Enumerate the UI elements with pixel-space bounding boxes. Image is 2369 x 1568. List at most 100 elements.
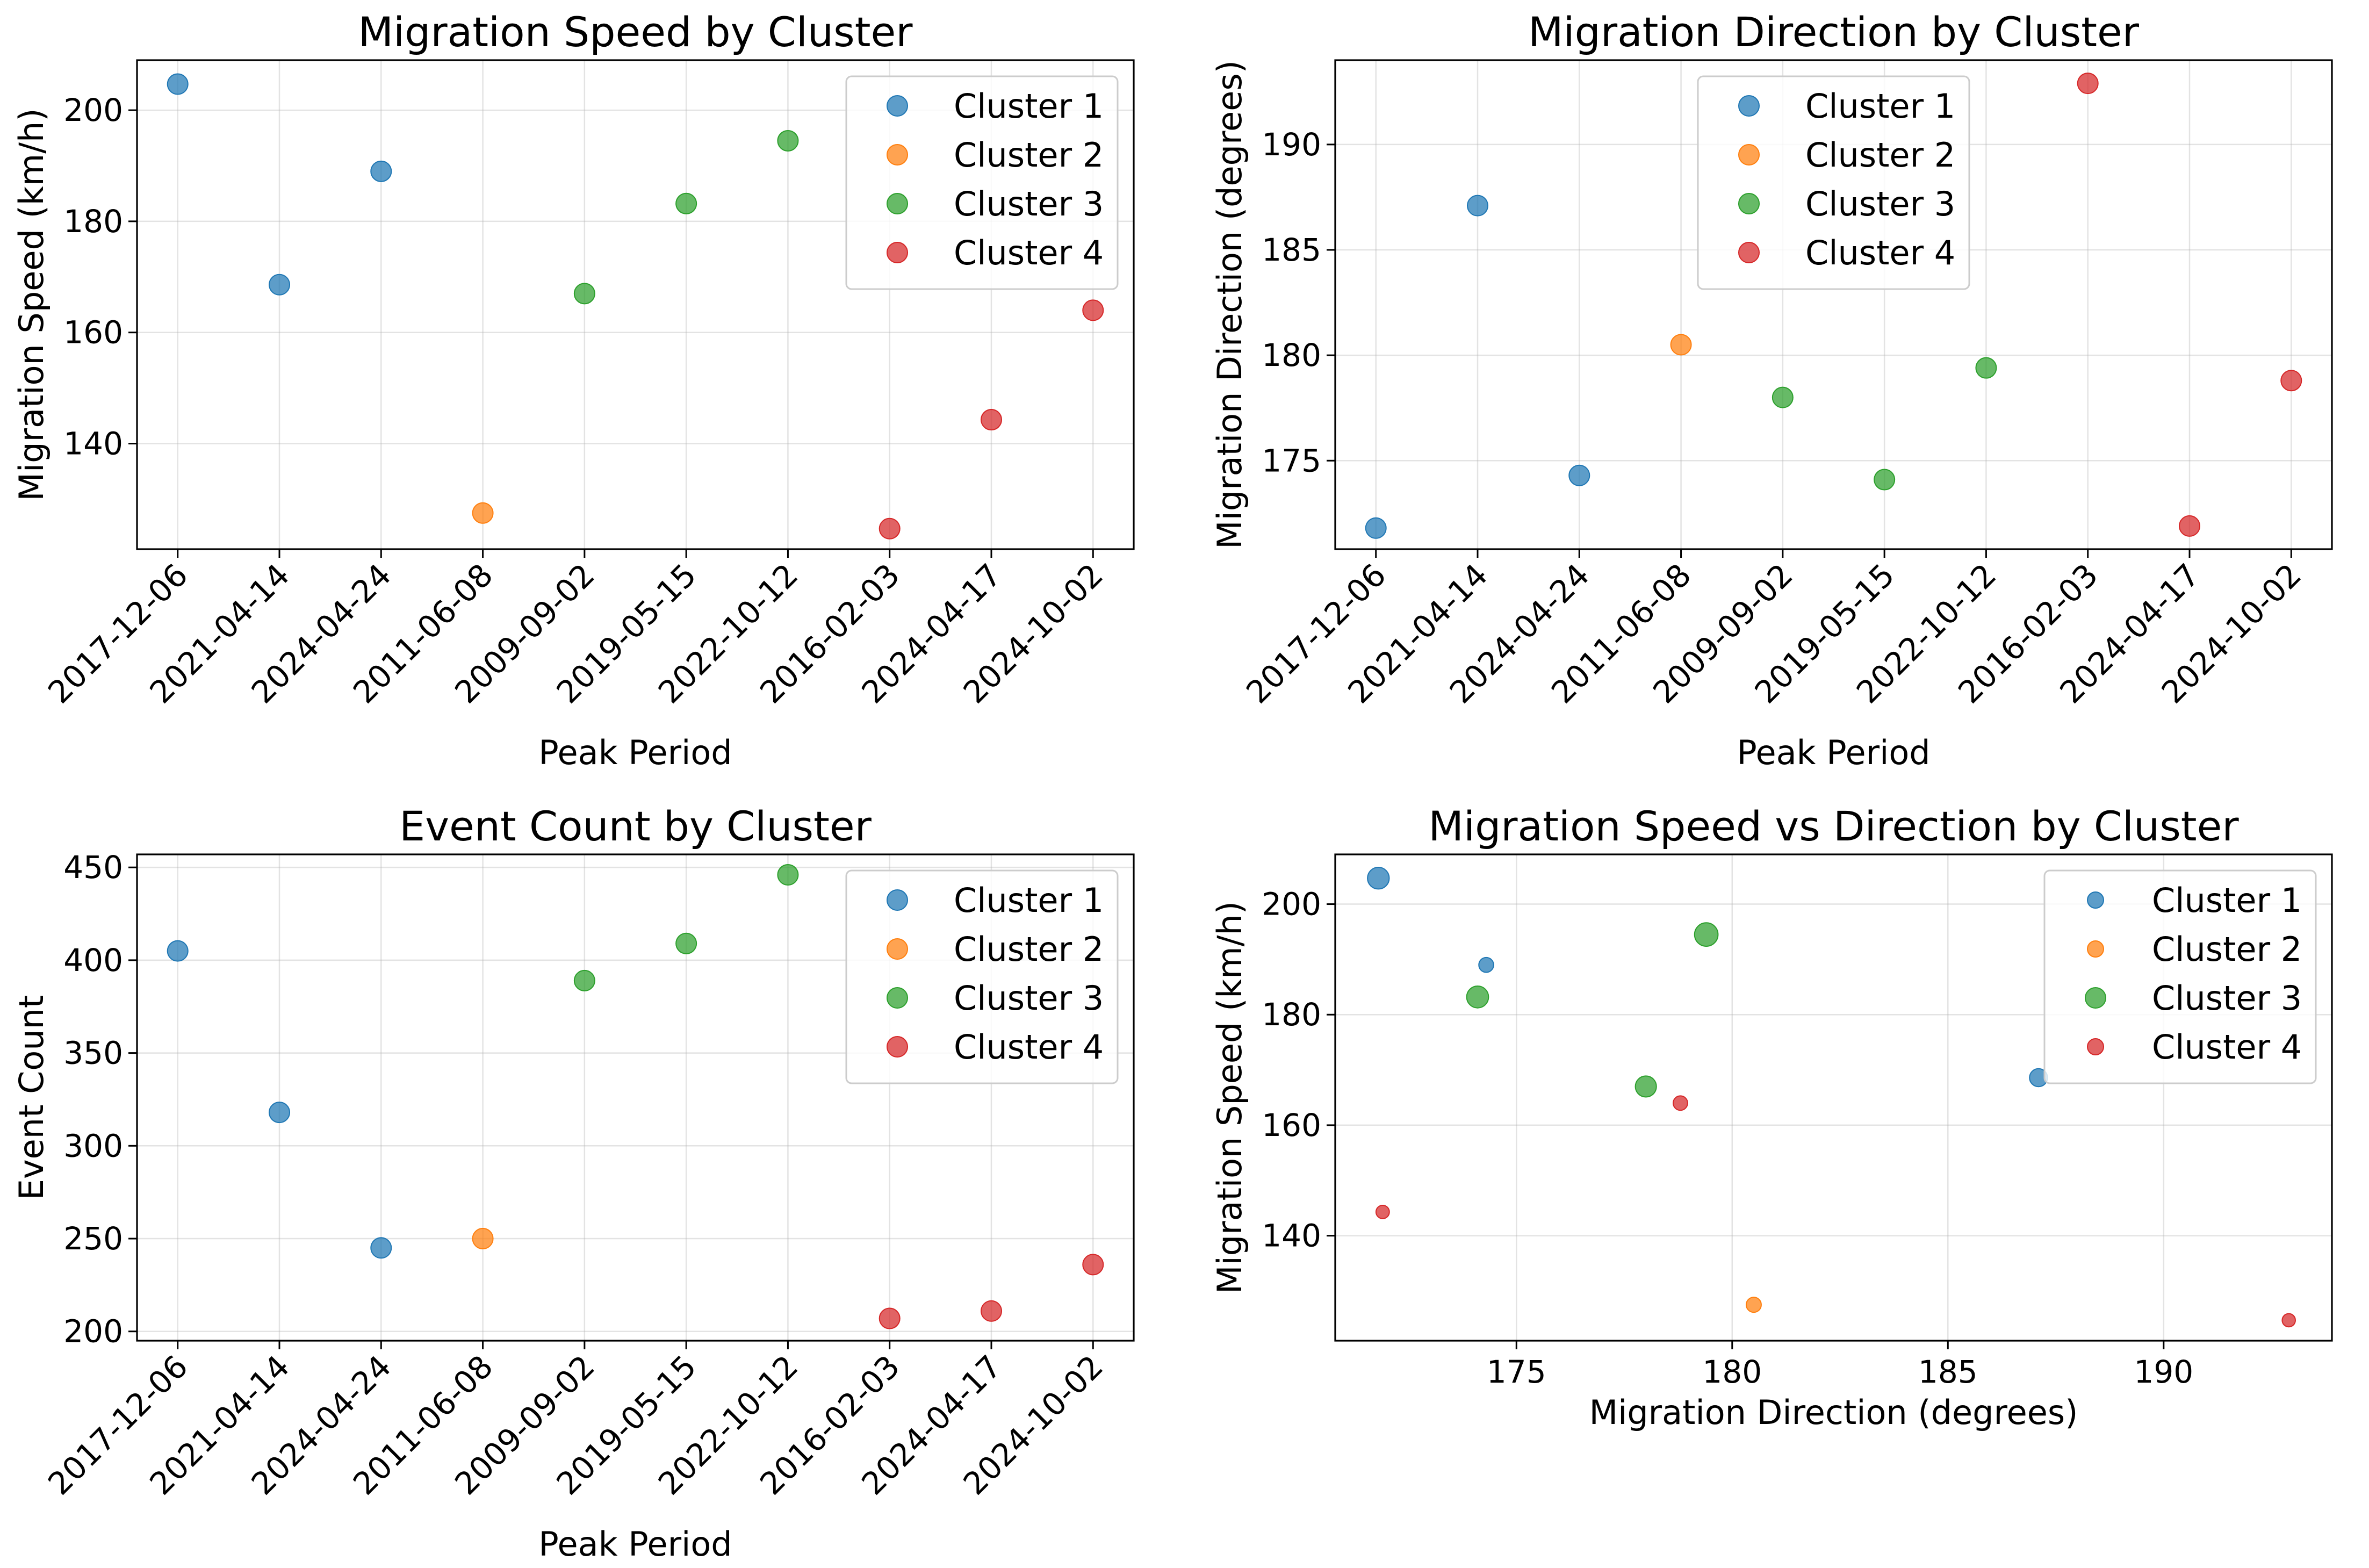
legend-marker bbox=[2085, 987, 2106, 1009]
legend-entry: Cluster 3 bbox=[1805, 184, 1955, 224]
point-cluster-4 bbox=[879, 1307, 901, 1329]
x-axis-label: Peak Period bbox=[538, 733, 732, 772]
y-tick-label: 160 bbox=[63, 314, 123, 351]
y-tick-label: 350 bbox=[63, 1035, 123, 1071]
point-cluster-4 bbox=[981, 409, 1002, 431]
legend-entry: Cluster 4 bbox=[954, 1027, 1104, 1067]
y-tick-label: 180 bbox=[1262, 996, 1321, 1033]
point-cluster-3 bbox=[1975, 357, 1997, 379]
y-axis-label: Migration Speed (km/h) bbox=[12, 109, 51, 501]
point-cluster-4 bbox=[2077, 73, 2099, 95]
point-cluster-3 bbox=[1466, 985, 1489, 1009]
x-tick-label: 175 bbox=[1487, 1354, 1546, 1390]
point-cluster-3 bbox=[1694, 922, 1719, 947]
legend-entry: Cluster 3 bbox=[954, 184, 1104, 224]
legend-marker bbox=[1738, 95, 1760, 117]
legend: Cluster 1 Cluster 2 Cluster 3 Cluster 4 bbox=[845, 869, 1119, 1084]
point-cluster-4 bbox=[2280, 370, 2302, 392]
point-cluster-1 bbox=[167, 73, 189, 95]
point-cluster-1 bbox=[370, 160, 392, 182]
y-tick-label: 160 bbox=[1262, 1107, 1321, 1143]
point-cluster-3 bbox=[675, 192, 697, 214]
point-cluster-2 bbox=[1745, 1297, 1762, 1313]
point-cluster-1 bbox=[1568, 464, 1590, 486]
x-tick-label: 180 bbox=[1702, 1354, 1762, 1390]
point-cluster-3 bbox=[573, 283, 595, 305]
y-axis-label: Event Count bbox=[12, 995, 51, 1200]
chart-title: Migration Speed by Cluster bbox=[358, 8, 913, 56]
legend-entry: Cluster 2 bbox=[954, 930, 1104, 969]
plot-frame bbox=[1334, 853, 2333, 1342]
point-cluster-1 bbox=[167, 940, 189, 962]
point-cluster-4 bbox=[1672, 1095, 1688, 1111]
legend-marker bbox=[887, 889, 908, 911]
y-tick-label: 140 bbox=[63, 426, 123, 462]
point-cluster-4 bbox=[879, 517, 901, 540]
data-points bbox=[1367, 867, 2296, 1328]
y-tick-label: 185 bbox=[1262, 232, 1321, 268]
legend-box bbox=[845, 869, 1119, 1084]
point-cluster-4 bbox=[2281, 1313, 2296, 1328]
legend-marker bbox=[887, 938, 908, 960]
point-cluster-1 bbox=[1367, 867, 1390, 890]
y-tick-label: 175 bbox=[1262, 442, 1321, 479]
point-cluster-1 bbox=[1365, 517, 1387, 539]
data-points bbox=[1365, 73, 2302, 539]
panel-direction-by-cluster: 2017-12-062021-04-142024-04-242011-06-08… bbox=[1210, 8, 2333, 772]
legend-box bbox=[1697, 75, 1970, 290]
y-axis-label: Migration Direction (degrees) bbox=[1210, 60, 1249, 549]
chart-title: Migration Speed vs Direction by Cluster bbox=[1428, 802, 2239, 850]
legend: Cluster 1 Cluster 2 Cluster 3 Cluster 4 bbox=[2043, 869, 2317, 1084]
y-axis-label: Migration Speed (km/h) bbox=[1210, 901, 1249, 1294]
y-tick-label: 400 bbox=[63, 942, 123, 979]
y-tick-label: 200 bbox=[1262, 886, 1321, 923]
y-tick-label: 250 bbox=[63, 1220, 123, 1257]
legend-marker bbox=[2087, 940, 2104, 958]
data-points bbox=[167, 864, 1104, 1329]
point-cluster-2 bbox=[472, 502, 494, 524]
point-cluster-4 bbox=[1082, 1254, 1104, 1276]
legend-entry: Cluster 3 bbox=[2152, 979, 2302, 1018]
point-cluster-1 bbox=[269, 1102, 290, 1124]
legend: Cluster 1 Cluster 2 Cluster 3 Cluster 4 bbox=[1697, 75, 1970, 290]
plot-frame bbox=[1334, 59, 2333, 550]
legend-entry: Cluster 3 bbox=[954, 979, 1104, 1018]
x-axis-label: Migration Direction (degrees) bbox=[1589, 1393, 2078, 1432]
x-axis-label: Peak Period bbox=[1737, 733, 1930, 772]
legend-marker bbox=[1738, 193, 1760, 214]
point-cluster-2 bbox=[1670, 334, 1692, 356]
legend-marker bbox=[887, 987, 908, 1009]
y-tick-label: 180 bbox=[63, 203, 123, 240]
legend-entry: Cluster 1 bbox=[1805, 87, 1955, 126]
x-axis-label: Peak Period bbox=[538, 1524, 732, 1564]
legend-marker bbox=[1738, 144, 1760, 166]
legend-entry: Cluster 4 bbox=[2152, 1027, 2302, 1067]
legend-entry: Cluster 2 bbox=[1805, 135, 1955, 175]
y-tick-label: 450 bbox=[63, 849, 123, 886]
legend-entry: Cluster 1 bbox=[954, 87, 1104, 126]
legend-marker bbox=[887, 242, 908, 263]
point-cluster-3 bbox=[1874, 469, 1896, 491]
point-cluster-3 bbox=[573, 969, 595, 991]
legend-entry: Cluster 4 bbox=[1805, 233, 1955, 272]
legend-box bbox=[2043, 869, 2317, 1084]
plot-frame bbox=[136, 59, 1135, 550]
legend-entry: Cluster 1 bbox=[2152, 881, 2302, 920]
chart-title: Migration Direction by Cluster bbox=[1528, 8, 2140, 56]
legend-marker bbox=[887, 144, 908, 166]
point-cluster-1 bbox=[370, 1237, 392, 1259]
legend-marker bbox=[887, 1036, 908, 1058]
y-tick-label: 180 bbox=[1262, 337, 1321, 373]
point-cluster-1 bbox=[1478, 956, 1494, 973]
point-cluster-3 bbox=[675, 932, 697, 954]
plot-frame bbox=[136, 853, 1135, 1342]
y-tick-label: 140 bbox=[1262, 1218, 1321, 1254]
point-cluster-1 bbox=[269, 274, 290, 296]
legend: Cluster 1 Cluster 2 Cluster 3 Cluster 4 bbox=[845, 75, 1119, 290]
point-cluster-3 bbox=[777, 130, 799, 152]
legend-entry: Cluster 2 bbox=[954, 135, 1104, 175]
point-cluster-1 bbox=[1467, 195, 1488, 217]
x-tick-label: 190 bbox=[2134, 1354, 2193, 1390]
legend-marker bbox=[2087, 891, 2104, 909]
